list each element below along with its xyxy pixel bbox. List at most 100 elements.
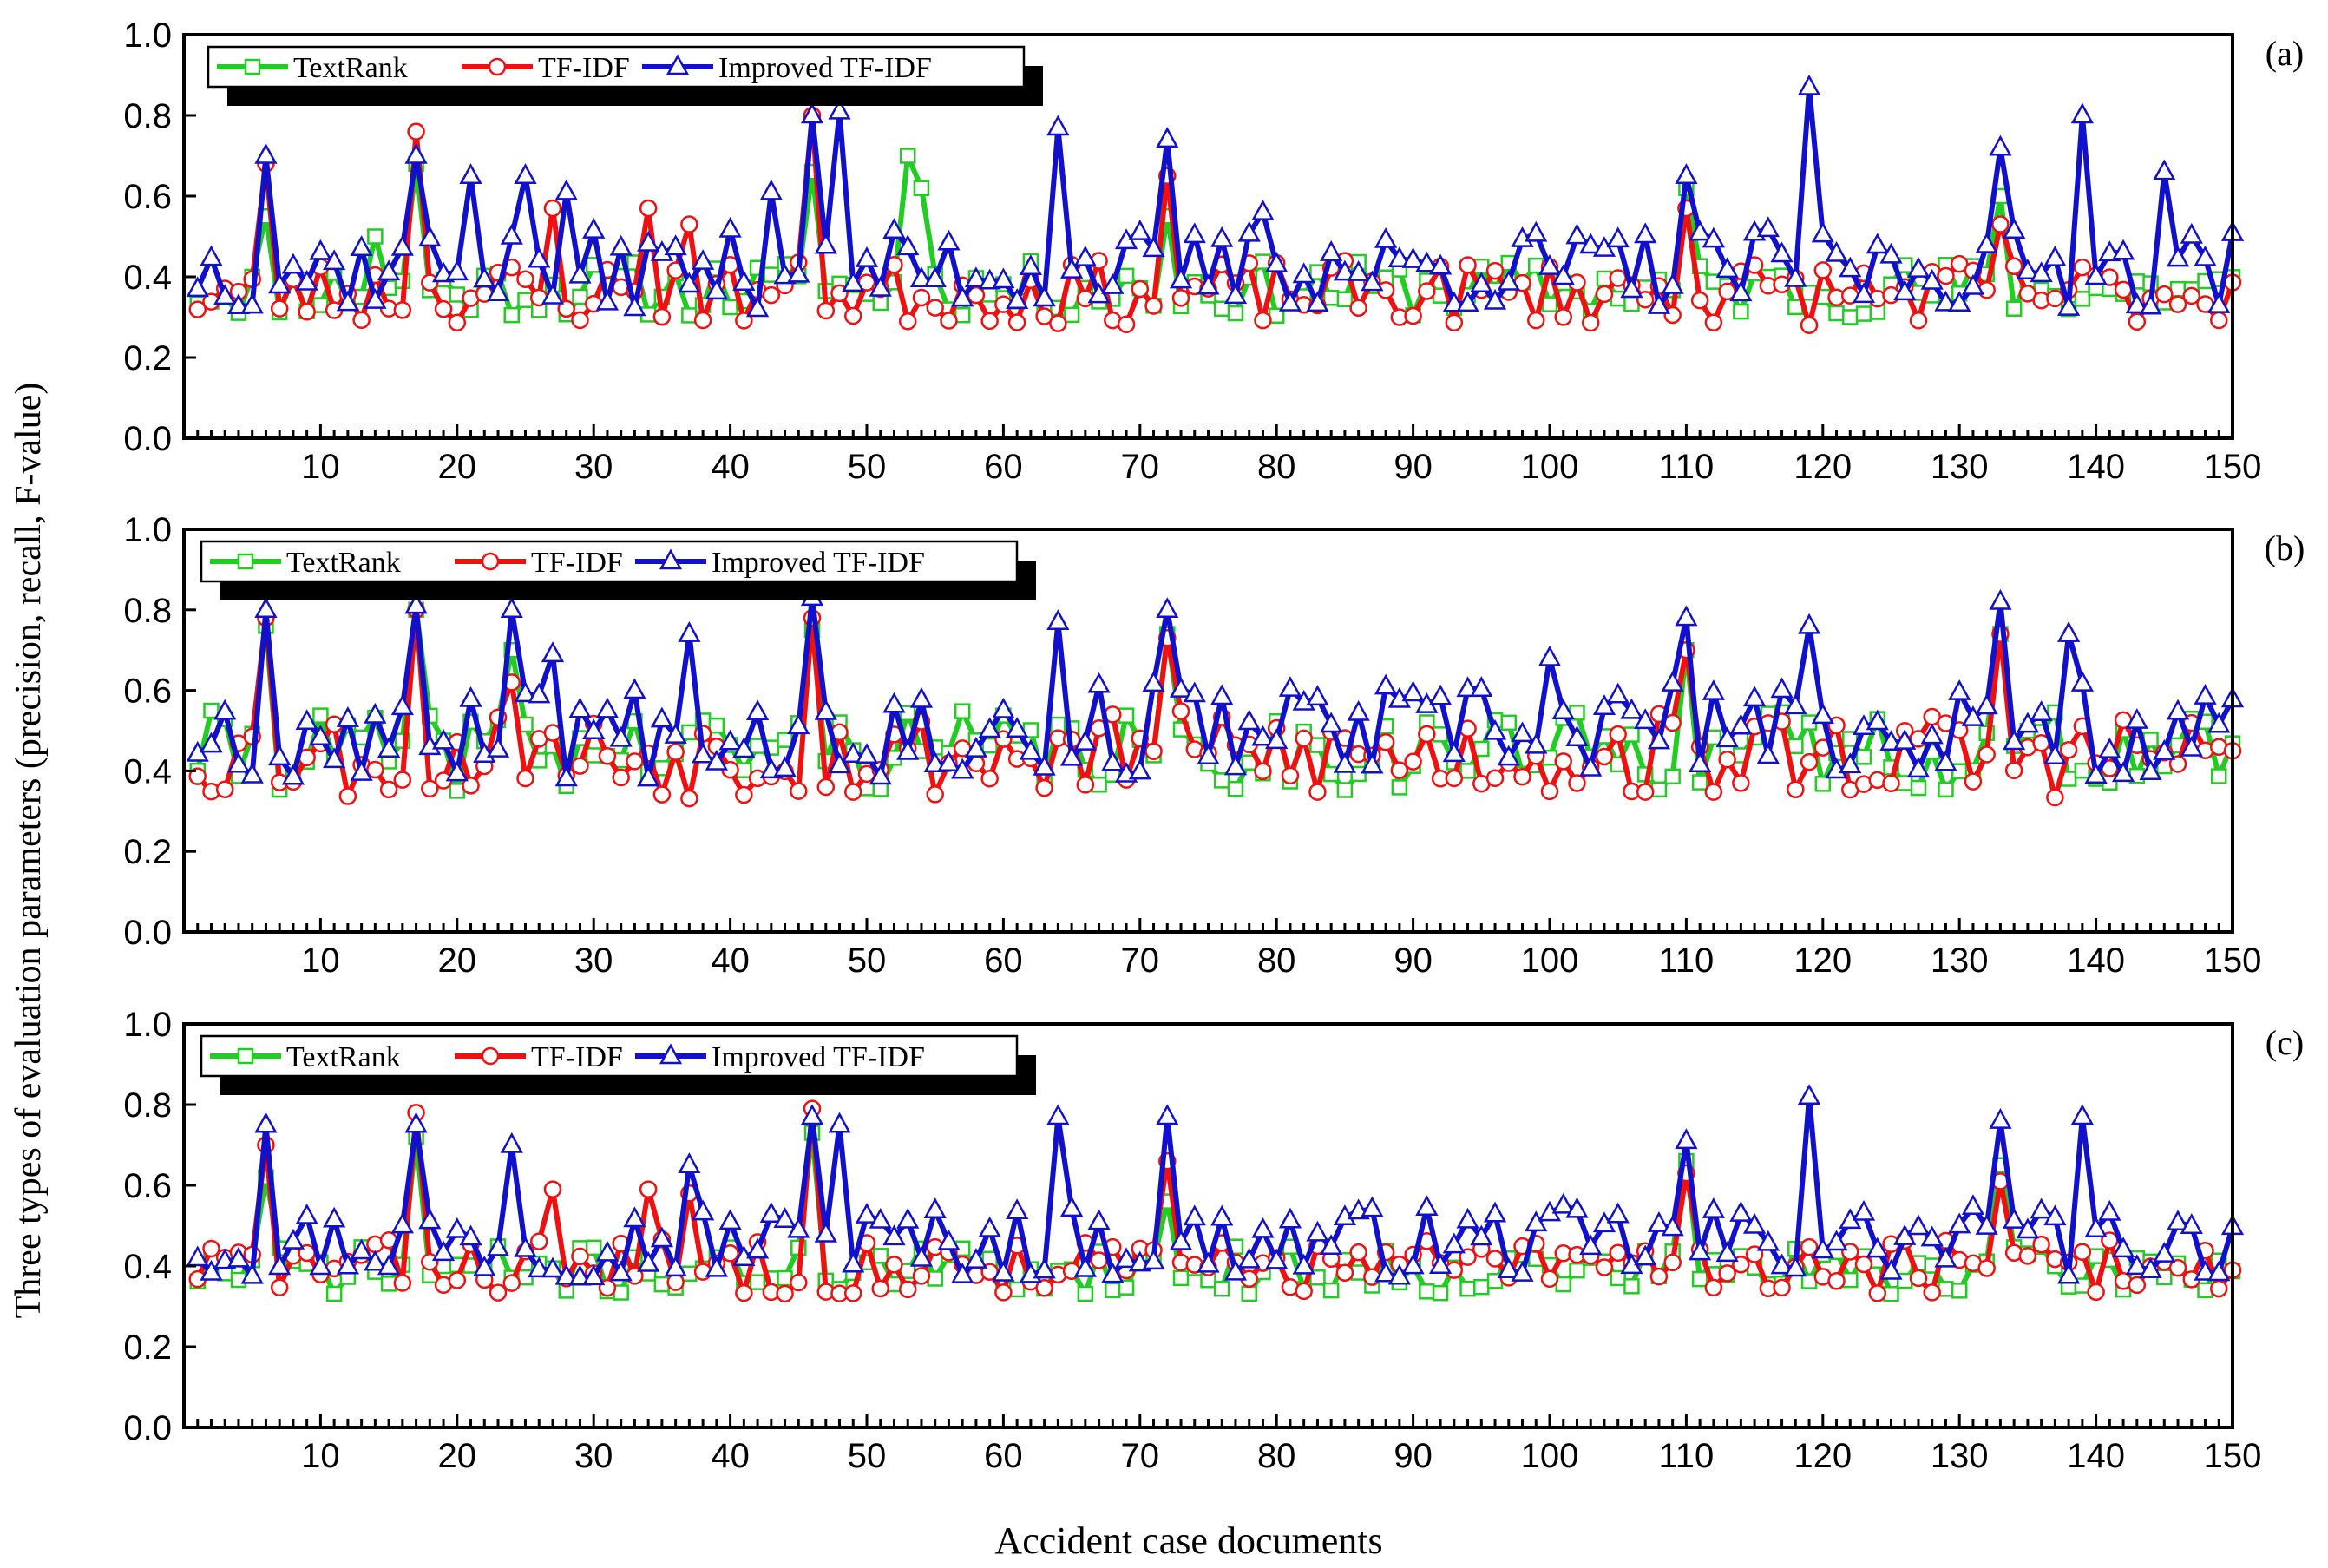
legend-label: TextRank	[286, 1041, 401, 1073]
data-point	[2016, 1217, 2040, 1239]
data-point	[377, 737, 401, 758]
data-point	[637, 230, 660, 252]
data-point	[2210, 1279, 2228, 1298]
data-point	[1006, 717, 1029, 738]
data-point	[705, 749, 728, 771]
data-point	[964, 1248, 988, 1269]
data-point	[872, 1248, 889, 1264]
series-improved-tf-idf	[186, 1084, 2245, 1286]
data-point	[404, 593, 428, 614]
series-textrank	[189, 1125, 2241, 1302]
data-point	[1634, 222, 1657, 244]
data-point	[1401, 247, 1425, 268]
x-tick-label: 100	[1521, 941, 1579, 980]
data-point	[2153, 159, 2176, 180]
data-point	[735, 1283, 753, 1302]
data-point	[735, 785, 753, 804]
data-point	[448, 313, 467, 332]
data-point	[1333, 259, 1357, 281]
data-point	[1308, 783, 1327, 801]
y-tick-label: 1.0	[123, 16, 172, 55]
data-point	[2128, 1276, 2147, 1295]
data-point	[1213, 300, 1230, 318]
data-point	[1241, 1285, 1257, 1302]
data-point	[844, 783, 862, 801]
data-point	[1415, 1195, 1439, 1216]
data-point	[336, 706, 359, 727]
data-point	[188, 300, 207, 318]
data-point	[1087, 672, 1111, 693]
data-point	[1664, 768, 1681, 785]
data-point	[2166, 246, 2190, 267]
data-point	[1033, 754, 1056, 776]
data-point	[2087, 1283, 2105, 1302]
data-point	[1349, 299, 1367, 317]
data-point	[2180, 1213, 2203, 1234]
data-point	[1306, 1220, 1329, 1242]
data-point	[1415, 251, 1439, 272]
data-point	[678, 1152, 701, 1173]
data-point	[1320, 1234, 1343, 1256]
data-point	[1961, 1194, 1985, 1216]
data-point	[1938, 781, 1954, 798]
data-point	[1374, 1261, 1398, 1283]
data-point	[1839, 256, 1862, 278]
data-point	[2098, 738, 2121, 758]
data-point	[967, 285, 986, 305]
data-point	[350, 1238, 373, 1260]
data-point	[1787, 738, 1804, 755]
data-point	[992, 267, 1015, 289]
x-tick-label: 110	[1659, 448, 1715, 486]
data-point	[992, 1260, 1015, 1282]
data-point	[543, 1180, 562, 1198]
data-point	[502, 1274, 521, 1292]
data-point	[1349, 1243, 1367, 1262]
data-point	[295, 709, 318, 731]
data-point	[1046, 609, 1070, 630]
data-point	[1620, 698, 1643, 719]
data-point	[664, 234, 687, 256]
data-point	[1729, 713, 1753, 735]
data-point	[1609, 1243, 1627, 1263]
data-point	[1445, 769, 1464, 788]
data-point	[1634, 1244, 1657, 1266]
data-point	[1811, 703, 1834, 725]
x-tick-label: 20	[438, 448, 477, 486]
data-point	[1223, 754, 1248, 776]
data-point	[1445, 313, 1464, 332]
data-point	[1387, 246, 1411, 267]
data-point	[418, 226, 442, 247]
data-point	[459, 686, 482, 707]
x-tick-label: 140	[2067, 1437, 2125, 1475]
data-point	[1442, 741, 1466, 763]
data-point	[718, 1209, 742, 1230]
legend-label: TextRank	[286, 547, 401, 579]
data-point	[1825, 1230, 1848, 1251]
data-point	[898, 1280, 917, 1299]
data-point	[1172, 1269, 1190, 1287]
legend-label: Improved TF-IDF	[712, 1041, 925, 1073]
data-point	[1459, 1280, 1476, 1297]
data-point	[885, 1256, 903, 1274]
data-point	[1868, 1284, 1887, 1302]
data-point	[842, 742, 865, 763]
data-point	[2211, 768, 2227, 784]
data-point	[1606, 226, 1630, 248]
data-point	[1128, 220, 1151, 240]
data-point	[1197, 744, 1220, 765]
data-point	[1565, 223, 1589, 245]
data-point	[1227, 305, 1244, 322]
data-point	[431, 728, 456, 750]
data-point	[2074, 762, 2091, 779]
data-point	[1210, 1204, 1234, 1226]
y-tick-label: 0.4	[123, 752, 172, 791]
data-point	[705, 1256, 728, 1277]
data-point	[500, 597, 523, 619]
data-point	[517, 292, 534, 308]
data-point	[1459, 763, 1476, 779]
data-point	[298, 303, 316, 321]
data-point	[1073, 245, 1097, 266]
data-point	[1650, 781, 1668, 798]
data-point	[623, 295, 646, 317]
x-tick-label: 120	[1794, 448, 1852, 486]
